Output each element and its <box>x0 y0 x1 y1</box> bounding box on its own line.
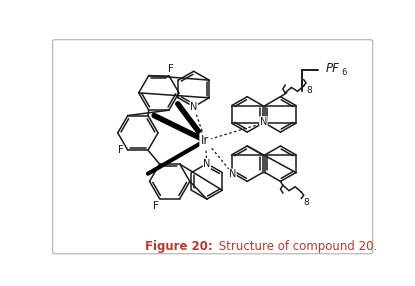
Text: 8: 8 <box>304 198 310 207</box>
Text: F: F <box>118 145 124 155</box>
Text: N: N <box>203 159 210 169</box>
Text: N: N <box>190 102 198 112</box>
Text: PF: PF <box>325 62 339 75</box>
Text: 8: 8 <box>306 86 312 95</box>
Text: 6: 6 <box>341 67 347 77</box>
Text: F: F <box>168 63 173 74</box>
Text: N: N <box>229 169 236 179</box>
Text: Structure of compound 20.: Structure of compound 20. <box>215 240 377 253</box>
Text: F: F <box>153 201 159 211</box>
Text: N: N <box>260 117 267 127</box>
Text: Ir: Ir <box>201 134 210 147</box>
Text: Figure 20:: Figure 20: <box>144 240 212 253</box>
